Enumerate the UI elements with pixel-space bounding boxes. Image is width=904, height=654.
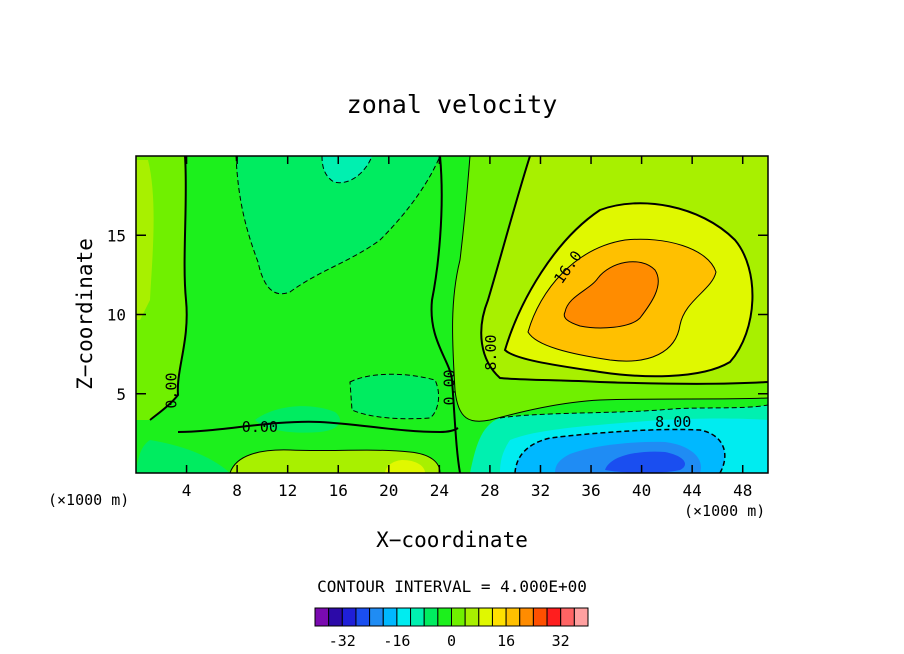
lower-middle-trough [350,374,439,419]
colorbar-swatch [437,607,453,627]
colorbar-swatch [396,607,412,627]
top-middle-region [322,156,372,183]
contour-line-neg-middle [349,373,440,420]
contour-interval-text: CONTOUR INTERVAL = 4.000E+00 [317,577,587,596]
x-tick-label: 48 [733,481,752,500]
colorbar-swatch [573,607,589,627]
jet-core-20 [564,261,659,328]
plot-area [136,156,768,473]
contour-line-24 [563,261,659,329]
contour-lines [149,156,768,473]
x-tick-label: 16 [329,481,348,500]
colorbar-swatch [491,607,507,627]
colorbar-swatch [341,607,357,627]
x-axis-label: X−coordinate [376,528,528,552]
bottom-left-positive-12 [385,460,425,473]
y-axis-label: Z−coordinate [73,238,97,390]
contour-line-neg8-top [321,156,373,184]
colorbar-swatch [410,607,425,627]
colorbar-ticks: -32 -16 0 16 32 [329,632,570,650]
y-tick-label: 5 [116,385,126,404]
colorbar-swatch [355,607,371,627]
colorbar-tick-label: 0 [447,632,456,650]
colorbar-tick-label: -16 [383,632,410,650]
colorbar-swatch [328,607,343,627]
x-unit-left: (×1000 m) [48,491,129,509]
colorbar-swatch [464,607,480,627]
x-tick-label: 20 [379,481,398,500]
colorbar-swatch [369,607,384,627]
x-tick-label: 8 [232,481,242,500]
contour-line-zero-low [177,420,459,434]
contour-line-8 [480,156,768,385]
colorbar-swatch [314,607,330,627]
left-edge-region [136,160,154,320]
colorbar-swatch [478,607,493,627]
colorbar-swatch [451,607,466,627]
contour-label: 0.00 [441,369,459,405]
x-tick-label: 28 [480,481,499,500]
chart-title: zonal velocity [347,90,558,119]
x-tick-label: 32 [531,481,550,500]
contour-label: 0.00 [242,418,278,436]
colorbar-swatch [423,607,439,627]
y-tick-label: 15 [107,226,126,245]
contour-line-zero-left [149,156,188,421]
contour-line-16 [503,202,754,378]
colorbar [314,607,589,627]
colorbar-tick-label: -32 [329,632,356,650]
x-tick-label: 40 [632,481,651,500]
contour-line-20 [527,238,717,362]
contour-line-8-bottom [229,449,441,473]
colorbar-tick-label: 16 [497,632,515,650]
contour-line-neg-lower-right [499,404,768,419]
contour-line-neg4-upper [235,156,441,295]
y-axis-ticks: 5 10 15 [107,226,768,404]
contour-line-4 [452,156,768,422]
bottom-strip [136,440,230,473]
colorbar-swatch [532,607,548,627]
x-unit-right: (×1000 m) [684,502,765,520]
colorbar-swatch [546,607,562,627]
x-tick-label: 36 [581,481,600,500]
contour-label: 8.00 [482,334,500,370]
colorbar-swatch [519,607,534,627]
y-tick-label: 10 [107,306,126,325]
contour-line-zero-right [430,156,461,473]
x-tick-label: 24 [430,481,449,500]
contour-label: 8.00 [655,413,691,431]
upper-middle-trough [236,156,440,294]
lower-right-core [605,451,685,473]
colorbar-swatch [560,607,575,627]
contour-line-neg12-lower-right [514,428,726,473]
bottom-left-trough [255,406,340,433]
colorbar-swatch [505,607,521,627]
x-tick-label: 44 [683,481,702,500]
contour-label: 0.00 [162,373,180,409]
x-axis-ticks: 4 8 12 16 20 24 28 32 36 40 44 48 [182,156,752,500]
x-tick-label: 12 [278,481,297,500]
colorbar-tick-label: 32 [552,632,570,650]
colorbar-swatch [382,607,398,627]
x-tick-label: 4 [182,481,192,500]
